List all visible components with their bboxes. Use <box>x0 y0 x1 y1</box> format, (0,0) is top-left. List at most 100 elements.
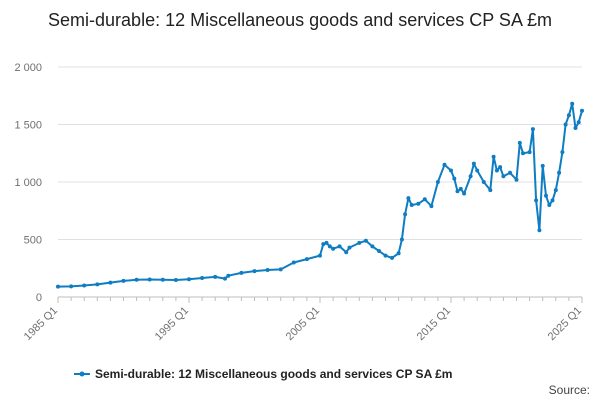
data-point[interactable] <box>377 249 381 253</box>
data-point[interactable] <box>337 244 342 249</box>
data-point[interactable] <box>187 277 191 282</box>
x-tick-label: 1985 Q1 <box>22 305 60 343</box>
data-point[interactable] <box>223 276 227 281</box>
data-point[interactable] <box>570 101 575 106</box>
data-point[interactable] <box>488 188 493 193</box>
source-label: Source: <box>549 383 590 397</box>
gridlines <box>58 66 582 298</box>
data-point[interactable] <box>580 108 584 113</box>
series-plot <box>56 101 584 289</box>
series-line <box>57 102 583 288</box>
y-tick-label: 2 000 <box>14 62 42 74</box>
y-axis-ticks: 0 500 1 000 1 500 2 000 <box>14 62 42 304</box>
data-point[interactable] <box>563 122 568 127</box>
data-point[interactable] <box>553 188 558 193</box>
data-point[interactable] <box>213 274 218 279</box>
data-point[interactable] <box>370 244 375 249</box>
data-point[interactable] <box>416 201 421 206</box>
legend-label: Semi-durable: 12 Miscellaneous goods and… <box>95 367 452 381</box>
data-point[interactable] <box>121 278 126 283</box>
data-point[interactable] <box>304 257 309 262</box>
data-point[interactable] <box>530 127 535 132</box>
data-point[interactable] <box>173 278 178 282</box>
data-point[interactable] <box>527 150 532 155</box>
data-point[interactable] <box>458 186 463 191</box>
data-point[interactable] <box>252 269 257 274</box>
data-point[interactable] <box>429 204 434 209</box>
y-tick-label: 1 500 <box>14 120 42 132</box>
data-point[interactable] <box>435 180 440 184</box>
data-point[interactable] <box>344 250 349 255</box>
data-point[interactable] <box>318 253 322 258</box>
data-point[interactable] <box>540 163 545 168</box>
data-point[interactable] <box>491 154 496 159</box>
data-point[interactable] <box>544 193 548 198</box>
legend-swatch-dot <box>79 371 85 377</box>
data-point[interactable] <box>406 196 411 201</box>
data-point[interactable] <box>537 228 542 233</box>
data-point[interactable] <box>471 161 476 166</box>
data-point[interactable] <box>468 174 473 179</box>
data-point[interactable] <box>347 245 352 250</box>
data-point[interactable] <box>291 260 296 265</box>
data-point[interactable] <box>134 277 139 282</box>
data-point[interactable] <box>56 284 60 289</box>
data-point[interactable] <box>226 273 231 278</box>
data-point[interactable] <box>95 282 100 287</box>
x-tick-label: 2015 Q1 <box>415 305 453 343</box>
data-point[interactable] <box>521 151 525 156</box>
chart-title: Semi-durable: 12 Miscellaneous goods and… <box>48 10 552 30</box>
data-point[interactable] <box>501 174 506 179</box>
data-point[interactable] <box>557 170 562 175</box>
data-point[interactable] <box>494 168 499 173</box>
data-point[interactable] <box>82 283 87 288</box>
data-point[interactable] <box>403 212 408 217</box>
y-tick-label: 1 000 <box>14 177 42 189</box>
data-point[interactable] <box>390 255 394 260</box>
data-point[interactable] <box>508 170 512 175</box>
data-point[interactable] <box>514 177 519 182</box>
data-point[interactable] <box>399 237 404 242</box>
data-point[interactable] <box>547 203 552 207</box>
data-point[interactable] <box>278 267 283 272</box>
data-point[interactable] <box>475 168 480 173</box>
data-point[interactable] <box>383 253 388 258</box>
y-tick-label: 500 <box>24 235 42 247</box>
data-point[interactable] <box>422 197 427 202</box>
data-point[interactable] <box>573 126 578 130</box>
data-point[interactable] <box>462 191 467 196</box>
data-point[interactable] <box>498 165 503 170</box>
x-tick-label: 1995 Q1 <box>153 305 191 343</box>
data-point[interactable] <box>455 189 460 194</box>
data-point[interactable] <box>160 277 165 282</box>
data-point[interactable] <box>147 277 152 282</box>
data-point[interactable] <box>481 180 486 184</box>
data-point[interactable] <box>449 168 453 173</box>
data-point[interactable] <box>321 242 326 247</box>
data-point[interactable] <box>200 276 205 280</box>
data-point[interactable] <box>363 238 368 243</box>
data-point[interactable] <box>108 280 113 285</box>
data-point[interactable] <box>409 203 414 207</box>
x-tick-label: 2005 Q1 <box>284 305 322 343</box>
data-point[interactable] <box>265 268 270 272</box>
data-point[interactable] <box>331 246 336 251</box>
data-point[interactable] <box>442 162 447 167</box>
data-point[interactable] <box>517 140 522 145</box>
data-point[interactable] <box>560 150 565 155</box>
data-point[interactable] <box>357 240 362 245</box>
y-tick-label: 0 <box>36 292 42 304</box>
data-point[interactable] <box>69 284 74 289</box>
data-point[interactable] <box>396 251 401 256</box>
data-point[interactable] <box>576 120 581 125</box>
x-axis: 1985 Q1 1995 Q1 2005 Q1 2015 Q1 2025 Q1 <box>22 297 584 343</box>
legend[interactable]: Semi-durable: 12 Miscellaneous goods and… <box>74 367 452 381</box>
data-point[interactable] <box>239 270 244 275</box>
data-point[interactable] <box>452 176 457 181</box>
data-point[interactable] <box>550 198 555 203</box>
data-point[interactable] <box>566 113 571 118</box>
data-point[interactable] <box>534 198 539 203</box>
data-point[interactable] <box>327 244 332 249</box>
data-point[interactable] <box>324 240 329 245</box>
